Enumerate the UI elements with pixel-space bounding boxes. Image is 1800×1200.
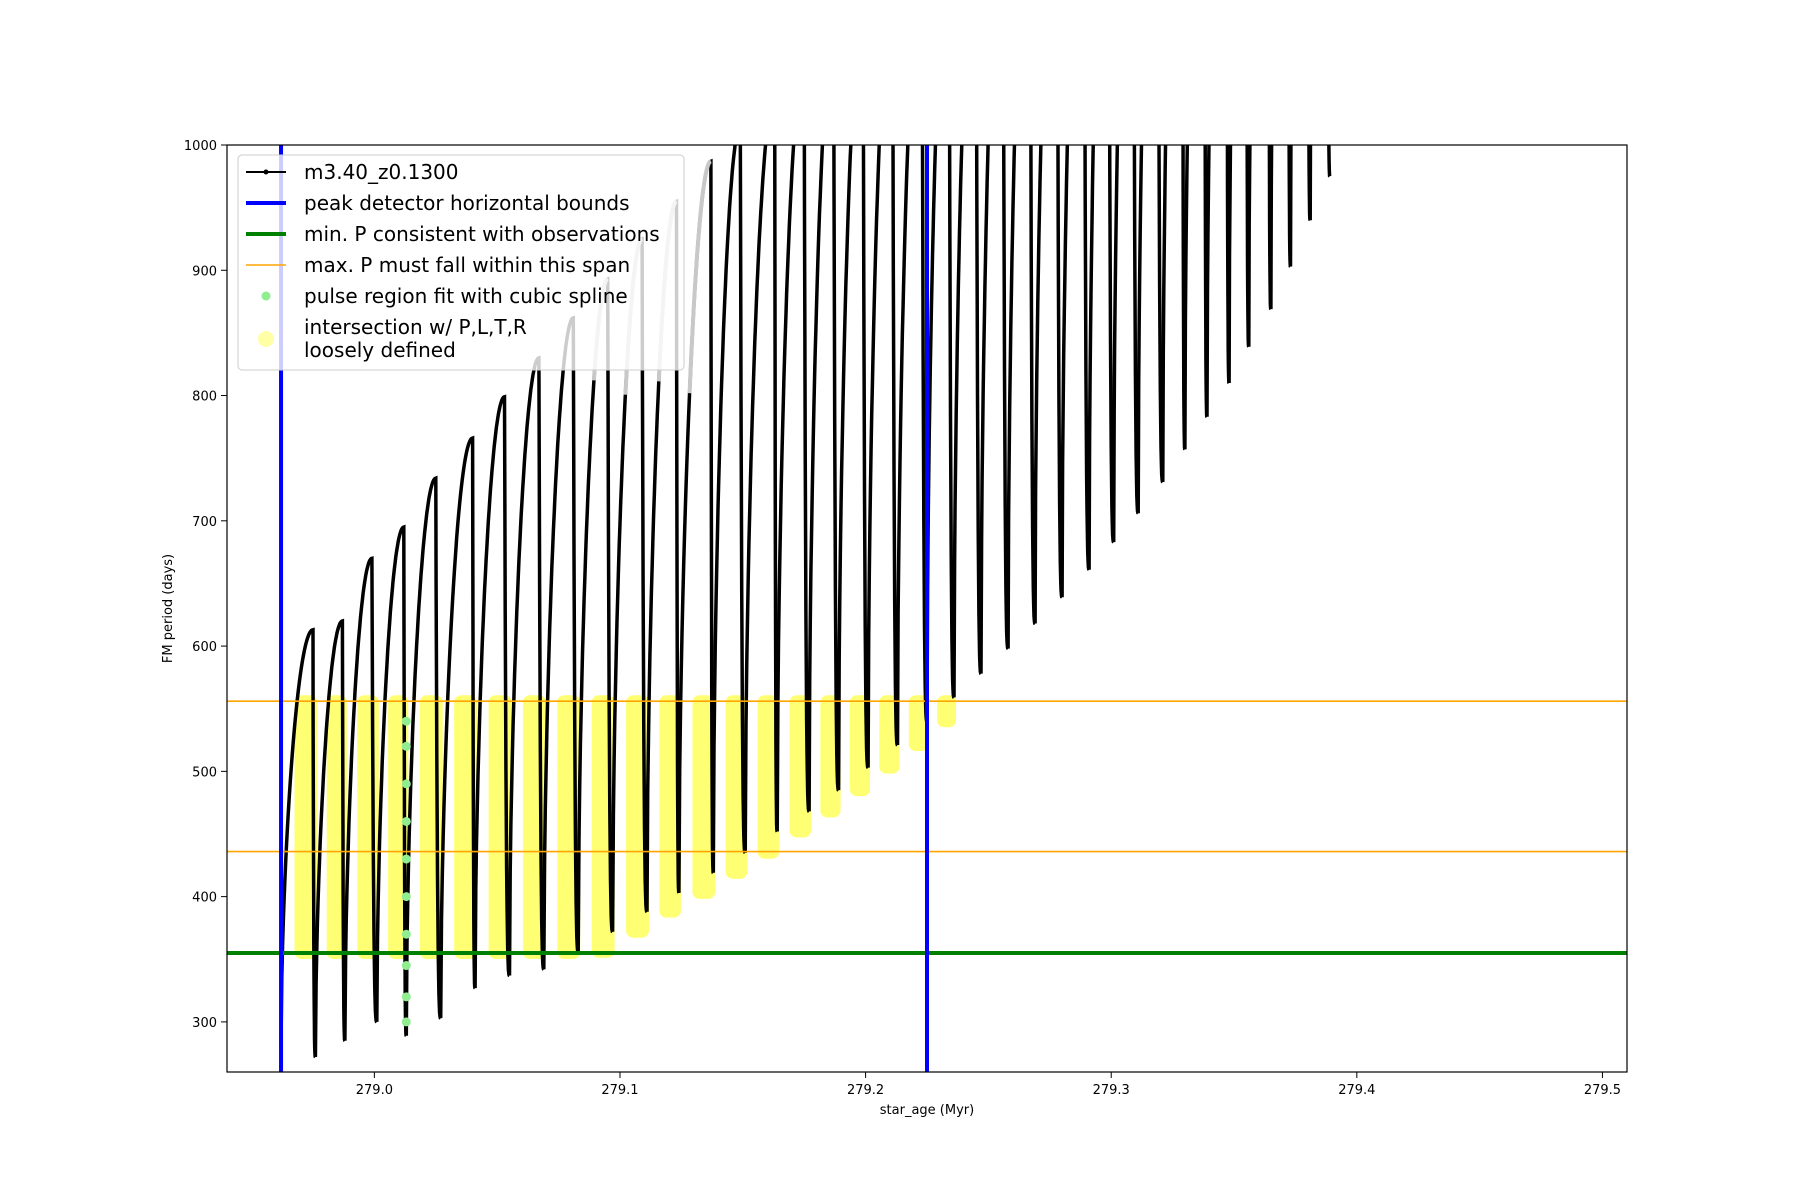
x-axis-label: star_age (Myr) bbox=[880, 1103, 974, 1118]
spline-point-7 bbox=[401, 779, 411, 789]
intersection-highlight-19 bbox=[908, 695, 929, 752]
y-tick-label-5: 800 bbox=[192, 390, 217, 405]
spline-point-3 bbox=[401, 929, 411, 939]
legend-label-intersection: intersection w/ P,L,T,R loosely defined bbox=[304, 315, 527, 362]
intersection-highlight-14 bbox=[757, 695, 780, 859]
intersection-highlight-5 bbox=[454, 695, 478, 959]
track-pulse-33 bbox=[1247, 145, 1273, 347]
track-pulse-15 bbox=[775, 145, 811, 832]
track-pulse-17 bbox=[836, 145, 870, 791]
spline-point-6 bbox=[401, 816, 411, 826]
track-pulse-13 bbox=[711, 145, 747, 873]
track-pulse-14 bbox=[743, 145, 779, 853]
spline-point-4 bbox=[401, 892, 411, 902]
track-pulse-1 bbox=[313, 618, 347, 1058]
track-pulse-20 bbox=[925, 145, 956, 722]
legend-label-line-intersection-0: intersection w/ P,L,T,R bbox=[304, 315, 527, 339]
legend-marker-spline bbox=[261, 291, 271, 301]
y-tick-label-4: 700 bbox=[192, 515, 217, 530]
intersection-highlight-11 bbox=[659, 695, 681, 918]
legend-label-spline: pulse region fit with cubic spline bbox=[304, 284, 628, 308]
legend-label-minp: min. P consistent with observations bbox=[304, 222, 660, 246]
spline-point-2 bbox=[401, 961, 411, 971]
track-pulse-16 bbox=[807, 145, 840, 812]
x-tick-label-0: 279.0 bbox=[356, 1083, 393, 1098]
intersection-highlight-20 bbox=[937, 695, 957, 728]
spline-point-0 bbox=[401, 1017, 411, 1027]
track-pulse-2 bbox=[343, 556, 379, 1041]
y-axis-label: FM period (days) bbox=[161, 554, 176, 663]
track-pulse-30 bbox=[1183, 145, 1209, 450]
y-tick-label-1: 400 bbox=[192, 891, 217, 906]
x-tick-label-5: 279.5 bbox=[1584, 1083, 1621, 1098]
track-pulse-26 bbox=[1087, 145, 1116, 570]
spline-point-8 bbox=[401, 741, 411, 751]
legend-box bbox=[237, 154, 685, 371]
track-pulse-5 bbox=[438, 435, 477, 1019]
legend-label-line-track-0: m3.40_z0.1300 bbox=[304, 160, 459, 184]
track-pulse-18 bbox=[866, 145, 899, 768]
spline-point-9 bbox=[401, 716, 411, 726]
plot-frame bbox=[226, 144, 1628, 1073]
track-pulse-4 bbox=[404, 475, 443, 1036]
track-pulse-35 bbox=[1288, 145, 1312, 267]
y-tick-label-3: 600 bbox=[192, 640, 217, 655]
track-pulse-21 bbox=[952, 145, 983, 698]
y-tick-label-7: 1000 bbox=[184, 139, 217, 154]
legend-label-maxp: max. P must fall within this span bbox=[304, 253, 630, 277]
track-pulse-31 bbox=[1205, 145, 1231, 417]
axes: 279.0 279.1 279.2 279.3 279.4 279.5 300 400 500 6… bbox=[161, 139, 1628, 1118]
track-pulse-27 bbox=[1111, 145, 1140, 543]
legend-label-line-maxp-0: max. P must fall within this span bbox=[304, 253, 630, 277]
spline-point-1 bbox=[401, 992, 411, 1002]
x-tick-label-3: 279.3 bbox=[1093, 1083, 1130, 1098]
track-pulse-34 bbox=[1269, 145, 1293, 310]
legend-marker-track bbox=[263, 169, 269, 175]
legend-label-line-spline-0: pulse region fit with cubic spline bbox=[304, 284, 628, 308]
track-pulse-28 bbox=[1136, 145, 1165, 514]
track-pulse-29 bbox=[1161, 145, 1187, 483]
x-tick-label-4: 279.4 bbox=[1338, 1083, 1375, 1098]
track-overlay-12 bbox=[687, 159, 712, 394]
legend-marker-intersection bbox=[258, 331, 274, 347]
legend-label-track: m3.40_z0.1300 bbox=[304, 160, 459, 184]
legend-label-line-minp-0: min. P consistent with observations bbox=[304, 222, 660, 246]
track-pulse-7 bbox=[507, 355, 546, 976]
track-pulse-24 bbox=[1033, 145, 1064, 624]
track-pulse-23 bbox=[1006, 145, 1037, 649]
track-pulse-25 bbox=[1060, 145, 1091, 598]
track-pulse-6 bbox=[473, 394, 511, 989]
y-tick-label-6: 900 bbox=[192, 264, 217, 279]
track-pulse-36 bbox=[1308, 145, 1332, 221]
track-pulse-19 bbox=[895, 145, 929, 746]
track-pulse-22 bbox=[979, 145, 1010, 674]
legend-label-line-intersection-1: loosely defined bbox=[304, 338, 456, 362]
track-pulse-32 bbox=[1227, 145, 1251, 384]
track-pulse-0 bbox=[279, 627, 317, 1059]
spline-point-5 bbox=[401, 854, 411, 864]
legend-label-bounds: peak detector horizontal bounds bbox=[304, 191, 630, 215]
intersection-highlight-12 bbox=[692, 695, 716, 899]
x-tick-label-2: 279.2 bbox=[847, 1083, 884, 1098]
legend-label-line-bounds-0: peak detector horizontal bounds bbox=[304, 191, 630, 215]
y-tick-label-0: 300 bbox=[192, 1016, 217, 1031]
x-tick-label-1: 279.1 bbox=[601, 1083, 638, 1098]
y-tick-label-2: 500 bbox=[192, 765, 217, 780]
